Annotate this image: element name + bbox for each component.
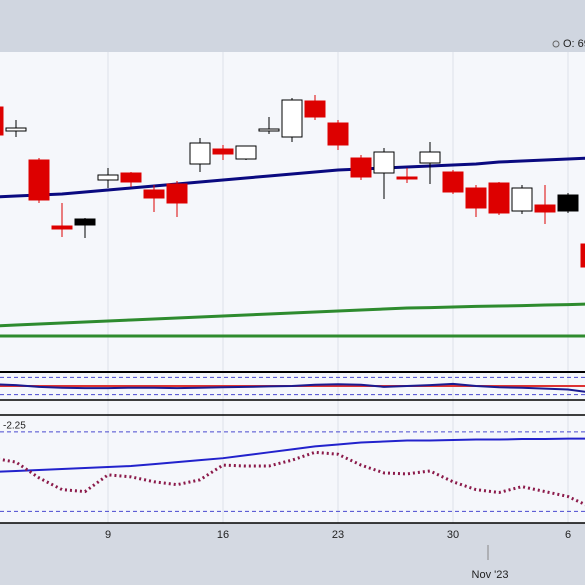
month-label: Nov '23 — [472, 569, 509, 581]
candle-body — [373, 151, 395, 174]
candle-body — [396, 176, 418, 180]
candle-body — [212, 148, 234, 155]
candle-body — [0, 106, 4, 136]
x-tick-label: 9 — [105, 529, 111, 541]
candle-body — [51, 225, 73, 230]
x-tick-label: 23 — [332, 529, 344, 541]
x-tick-label: 6 — [565, 529, 571, 541]
candle-body — [534, 204, 556, 213]
candle-body — [465, 187, 487, 209]
ohlc-icon — [552, 40, 560, 48]
x-tick-label: 16 — [217, 529, 229, 541]
series-line — [0, 382, 585, 393]
candle-body — [120, 172, 142, 183]
ohlc-label: O: 69.6 — [563, 38, 585, 50]
candle-body — [580, 243, 585, 268]
candle-body — [442, 171, 464, 193]
candle-body — [419, 151, 441, 164]
candle-body — [143, 189, 165, 199]
series-line — [0, 437, 585, 473]
candle-body — [327, 122, 349, 146]
x-tick-label: 30 — [447, 529, 459, 541]
candle-body — [74, 218, 96, 226]
series-line — [0, 302, 585, 328]
candle-body — [511, 187, 533, 212]
candle-body — [235, 145, 257, 160]
candle-body — [304, 100, 326, 118]
candle-body — [557, 194, 579, 212]
candle-body — [189, 142, 211, 165]
candle-body — [488, 182, 510, 214]
candle-body — [5, 127, 27, 132]
candle-body — [350, 157, 372, 178]
candle-body — [281, 99, 303, 138]
panel-label: -2.25 — [3, 421, 26, 432]
candle-body — [258, 128, 280, 132]
top-bar — [0, 0, 585, 52]
series-line — [0, 156, 585, 199]
candle-body — [28, 159, 50, 201]
candle-body — [97, 174, 119, 181]
candle-body — [166, 183, 188, 204]
